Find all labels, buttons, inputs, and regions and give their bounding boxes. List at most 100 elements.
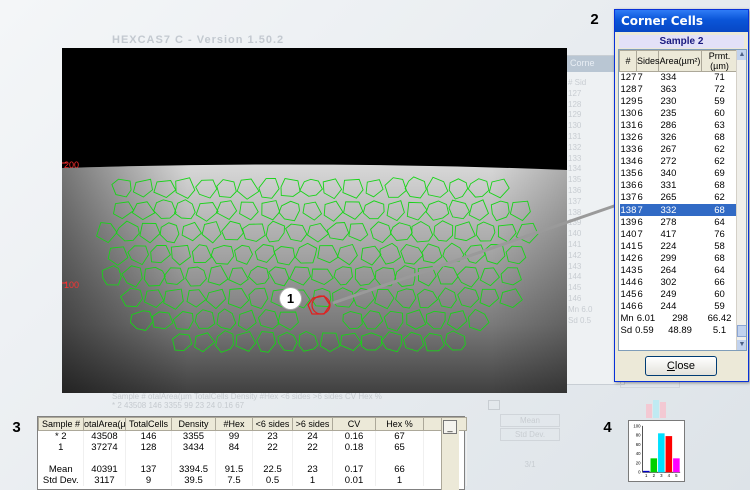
- results-col-header[interactable]: Hex %: [375, 417, 424, 431]
- cell-row[interactable]: 131 6 286 63: [620, 120, 738, 132]
- cell-outline: [468, 199, 490, 221]
- corner-cells-scrollbar[interactable]: ▲ ▼: [736, 50, 746, 350]
- cell-outline: [241, 223, 266, 242]
- corner-cells-table-wrap[interactable]: # Sides Area(µm²) Prmt.(µm) 127 7 334 71 128…: [618, 49, 747, 351]
- cell-outline: [400, 243, 424, 265]
- results-cell: 23: [252, 430, 293, 442]
- results-scroll-button[interactable]: _: [443, 420, 457, 434]
- scroll-down-icon[interactable]: ▼: [737, 340, 746, 350]
- hist-x-tick-label: 2: [653, 473, 656, 478]
- cell-outline: [256, 331, 277, 353]
- results-cell: Mean: [38, 463, 84, 475]
- results-col-header[interactable]: Density: [171, 417, 216, 431]
- cell-row[interactable]: 127 7 334 71: [620, 72, 738, 84]
- cell-outline: [361, 332, 383, 351]
- cell-row[interactable]: 146 6 244 59: [620, 300, 738, 312]
- cell-outline: [247, 265, 270, 285]
- scroll-thumb[interactable]: [737, 325, 746, 337]
- corner-cells-table[interactable]: # Sides Area(µm²) Prmt.(µm) 127 7 334 71 128…: [619, 50, 738, 337]
- cell-row[interactable]: 141 5 224 58: [620, 240, 738, 252]
- cell-row[interactable]: 142 6 299 68: [620, 252, 738, 264]
- cell-row[interactable]: 132 6 326 68: [620, 132, 738, 144]
- ghost-app-title: HEXCAS7 C - Version 1.50.2: [112, 34, 285, 46]
- results-row[interactable]: Mean 40391 137 3394.5 91.5 22.5 23 0.17 66: [38, 463, 467, 475]
- ghost-row: 131: [568, 131, 582, 141]
- cell-row[interactable]: 133 6 267 62: [620, 144, 738, 156]
- cell-outline: [254, 244, 275, 263]
- results-table[interactable]: Sample #otalArea(µmTotalCellsDensity#Hex…: [38, 417, 467, 486]
- corner-cells-title[interactable]: Corner Cells: [615, 10, 748, 32]
- results-row[interactable]: [38, 453, 467, 464]
- cell-row[interactable]: 138 7 332 68: [619, 204, 738, 217]
- cell-sides: 6: [637, 156, 643, 168]
- ghost-table-header: Sample # otalArea(µm TotalCells Density …: [112, 392, 382, 401]
- results-col-header[interactable]: Sample #: [38, 417, 84, 431]
- results-row[interactable]: 1 37274 128 3434 84 22 22 0.18 65: [38, 442, 467, 453]
- cell-row[interactable]: 140 7 417 76: [620, 228, 738, 240]
- cell-row[interactable]: 143 5 264 64: [620, 264, 738, 276]
- cell-sides: 5: [637, 96, 643, 108]
- hist-bar: [658, 433, 665, 473]
- ghost-row-list: # Sid 127 128 129 130 131 132 133 134 135 136 137 1…: [568, 78, 592, 326]
- hist-bar: [665, 436, 673, 473]
- col-header-sides[interactable]: Sides: [636, 50, 660, 72]
- results-col-header[interactable]: TotalCells: [125, 417, 172, 431]
- cell-row[interactable]: 129 5 230 59: [620, 96, 738, 108]
- scroll-up-icon[interactable]: ▲: [737, 50, 746, 60]
- callout-1: 1: [280, 288, 301, 309]
- cell-outline: [278, 200, 300, 222]
- cell-outline: [173, 199, 196, 220]
- cell-outline: [258, 177, 280, 199]
- cell-area: 299: [660, 252, 677, 264]
- cell-outline: [421, 243, 443, 264]
- cell-row[interactable]: 134 6 272 62: [620, 156, 738, 168]
- results-row[interactable]: * 2 43508 146 3355 99 23 24 0.16 67: [38, 430, 467, 442]
- cell-outline: [280, 177, 301, 197]
- results-cell: 40391: [83, 463, 126, 475]
- results-col-header[interactable]: <6 sides: [252, 417, 293, 431]
- cell-outline: [475, 221, 496, 242]
- results-col-header[interactable]: CV: [332, 417, 376, 431]
- cell-outline: [153, 180, 177, 199]
- cell-number: 143: [620, 264, 637, 276]
- cell-outline: [404, 176, 427, 199]
- cell-row[interactable]: 137 6 265 62: [620, 192, 738, 204]
- cell-row[interactable]: 144 6 302 66: [620, 276, 738, 288]
- endothelium-image[interactable]: 200 100: [62, 48, 567, 393]
- results-col-header[interactable]: #Hex: [215, 417, 253, 431]
- cell-perimeter: 60: [714, 108, 725, 120]
- cell-area: 302: [660, 276, 677, 288]
- cell-row[interactable]: 136 6 331 68: [620, 180, 738, 192]
- cell-area: 331: [660, 180, 677, 192]
- results-cell: [38, 453, 84, 464]
- cell-number: 127: [620, 72, 637, 84]
- cell-area: 278: [660, 216, 677, 228]
- cell-row[interactable]: 128 7 363 72: [620, 84, 738, 96]
- col-header-area[interactable]: Area(µm²): [658, 50, 702, 72]
- results-cell: 0.17: [332, 463, 376, 475]
- cell-outline: [111, 178, 132, 198]
- cell-outline: [464, 244, 486, 264]
- cell-outline: [384, 177, 407, 198]
- results-col-header[interactable]: otalArea(µm: [83, 417, 126, 431]
- cell-row[interactable]: 130 6 235 60: [620, 108, 738, 120]
- results-cell: 1: [375, 474, 424, 486]
- col-header-number[interactable]: #: [619, 50, 637, 72]
- cell-outline: [386, 200, 405, 222]
- cell-perimeter: 62: [714, 192, 725, 204]
- close-button[interactable]: Close: [645, 356, 717, 376]
- hist-x-tick-label: 3: [660, 473, 663, 478]
- cell-outline: [317, 245, 339, 264]
- cell-row[interactable]: 145 6 249 60: [620, 288, 738, 300]
- cell-row[interactable]: 135 6 340 69: [620, 168, 738, 180]
- cell-outline: [127, 245, 149, 266]
- col-header-perimeter[interactable]: Prmt.(µm): [701, 50, 738, 72]
- results-row[interactable]: Std Dev. 3117 9 39.5 7.5 0.5 1 0.01 1: [38, 474, 467, 486]
- results-col-header[interactable]: >6 sides: [292, 417, 333, 431]
- results-table-panel[interactable]: Sample #otalArea(µmTotalCellsDensity#Hex…: [37, 416, 467, 490]
- ghost-col-header: # Sid: [568, 78, 587, 87]
- cell-row[interactable]: 139 6 278 64: [620, 216, 738, 228]
- cell-outline: [235, 331, 257, 352]
- corner-cells-window[interactable]: Corner Cells Sample 2 # Sides Area(µm²) …: [614, 9, 749, 382]
- cell-outline: [332, 287, 355, 308]
